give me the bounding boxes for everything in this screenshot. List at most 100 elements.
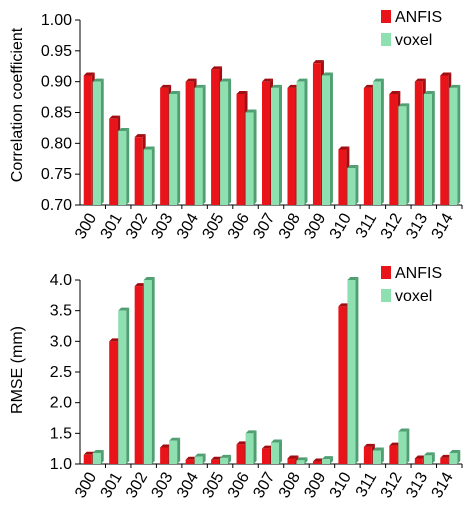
bar-top (109, 115, 121, 119)
legend-swatch-anfis (381, 266, 391, 279)
bar-top (185, 456, 197, 460)
x-tick-label: 307 (250, 210, 278, 242)
bar-top (220, 78, 232, 82)
bar-front (449, 452, 458, 464)
bar-top (423, 452, 435, 456)
bar-side (355, 165, 359, 205)
bar-front (449, 87, 458, 205)
bar-side (279, 439, 282, 464)
bar-front (211, 459, 220, 464)
bar-front (347, 280, 356, 464)
bar-top (296, 78, 308, 82)
bar-top (440, 72, 452, 76)
bar-side (253, 430, 257, 464)
bar-voxel-308 (296, 457, 308, 464)
bar-top (312, 60, 324, 64)
bar-voxel-306 (245, 109, 257, 205)
y-tick-label: 2.5 (50, 364, 72, 381)
bar-front (389, 445, 398, 464)
x-tick-label: 310 (327, 469, 355, 501)
x-tick-label: 301 (98, 210, 126, 242)
bar-front (423, 455, 432, 464)
bar-top (169, 91, 181, 94)
y-tick-label: 2.0 (50, 395, 72, 412)
bar-voxel-306 (245, 430, 257, 464)
bar-front (236, 94, 245, 205)
bar-side (355, 277, 359, 464)
bar-front (312, 63, 321, 205)
bar-side (253, 109, 257, 205)
bar-side (279, 84, 282, 205)
bar-top (118, 307, 130, 311)
bar-side (177, 91, 181, 205)
y-axis-label: Correlation coefficient (9, 27, 26, 182)
bar-voxel-314 (449, 449, 461, 464)
x-tick-label: 303 (149, 469, 177, 501)
bar-front (220, 81, 229, 205)
bar-side (431, 91, 435, 205)
bar-front (321, 75, 330, 205)
bar-top (220, 454, 232, 458)
bar-top (109, 338, 121, 342)
bar-voxel-309 (321, 456, 333, 464)
bar-top (363, 84, 375, 88)
bar-top (83, 72, 95, 76)
bar-top (160, 444, 172, 448)
bar-top (185, 78, 197, 82)
bar-top (287, 84, 299, 88)
legend: ANFIS voxel (381, 265, 442, 305)
bar-front (109, 341, 118, 464)
x-tick-label: 308 (276, 210, 304, 242)
rmse-chart: RMSE (mm) ANFIS voxel 1.0 1.5 2.0 2.5 3.0 3.5… (9, 265, 463, 501)
bar-voxel-305 (220, 78, 232, 205)
bar-side (126, 128, 130, 205)
bar-top (372, 78, 384, 82)
bar-voxel-302 (143, 277, 155, 464)
bar-top (372, 447, 384, 451)
bar-front (321, 459, 330, 464)
bar-side (100, 78, 104, 205)
x-tick-label: 309 (301, 469, 329, 501)
y-tick-label: 3.5 (50, 303, 72, 320)
bar-front (338, 306, 347, 464)
bar-side (329, 72, 333, 205)
x-tick-label: 302 (123, 469, 151, 501)
y-tick-label: 0.90 (41, 74, 72, 91)
legend-label-anfis: ANFIS (395, 265, 442, 282)
bar-side (100, 449, 104, 464)
bar-front (143, 280, 152, 464)
bar-top (296, 457, 308, 461)
bar-front (372, 450, 381, 464)
bar-voxel-309 (321, 72, 333, 205)
bar-side (380, 78, 384, 205)
bar-front (83, 75, 92, 205)
bar-side (304, 78, 308, 205)
bar-top (143, 277, 155, 280)
bar-top (245, 430, 257, 434)
bar-side (380, 447, 384, 464)
bar-voxel-301 (118, 307, 130, 464)
bar-voxel-304 (194, 84, 206, 205)
bar-front (423, 94, 432, 205)
bar-anfis-308 (287, 455, 299, 464)
bar-front (245, 112, 254, 205)
x-tick-label: 303 (149, 210, 177, 242)
y-tick-label: 0.80 (41, 135, 72, 152)
y-tick-label: 4.0 (50, 272, 72, 289)
x-tick-label: 313 (403, 210, 431, 242)
bar-front (169, 440, 178, 464)
bar-voxel-301 (118, 128, 130, 205)
bar-voxel-305 (220, 454, 232, 464)
bar-front (134, 286, 143, 464)
x-tick-label: 310 (327, 210, 355, 242)
y-tick-label: 0.70 (41, 197, 72, 214)
bar-top (169, 437, 181, 441)
bar-front (312, 461, 321, 464)
x-tick-label: 314 (429, 210, 457, 242)
bar-front (245, 433, 254, 464)
bar-voxel-307 (271, 439, 282, 464)
y-axis-label: RMSE (mm) (9, 326, 26, 414)
bar-side (406, 428, 410, 464)
bar-side (457, 84, 461, 205)
bar-front (389, 94, 398, 205)
